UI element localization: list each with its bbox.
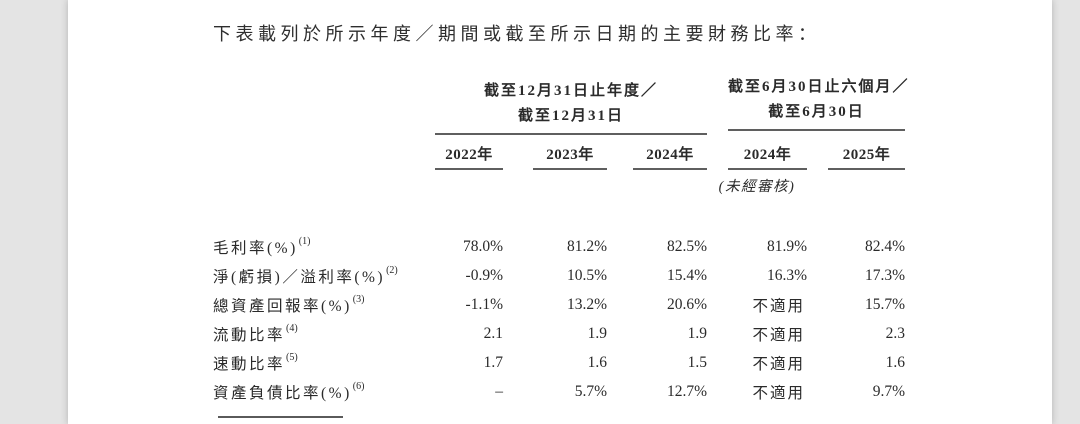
year-header-2024: 2024年: [607, 135, 707, 170]
financial-ratios-table: 截至12月31日止年度／ 截至12月31日 截至6月30日止六個月／ 截至6月3…: [213, 75, 910, 406]
footnote-marker: (4): [286, 323, 298, 334]
cell-value: 78.0%: [462, 237, 503, 255]
row-label-gearing-ratio: 資產負債比率(%) (6): [213, 381, 365, 402]
column-group-interim-inner: 截至6月30日止六個月／ 截至6月30日: [728, 75, 910, 131]
cell-value: 16.3%: [766, 266, 807, 284]
year-header-2023: 2023年: [503, 135, 607, 170]
cell-value: 不適用: [752, 297, 805, 315]
cell-value: 5.7%: [574, 382, 607, 400]
cell-value: 15.4%: [666, 266, 707, 284]
cell-value: 82.5%: [666, 237, 707, 255]
column-group-interim-line1: 截至6月30日止六個月／: [728, 79, 910, 95]
cell-value: 9.7%: [872, 382, 905, 400]
cell-value: 1.6: [587, 353, 607, 371]
table-intro-text: 下表載列於所示年度／期間或截至所示日期的主要財務比率：: [213, 24, 821, 44]
cell-value: 10.5%: [566, 266, 607, 284]
footnote-separator-rule: [218, 416, 343, 418]
cell-value: 2.3: [885, 324, 905, 342]
cell-value: 81.2%: [566, 237, 607, 255]
column-group-interim: 截至6月30日止六個月／ 截至6月30日: [707, 75, 910, 135]
footnote-marker: (3): [352, 294, 365, 305]
footnote-marker: (6): [352, 381, 365, 392]
cell-value: 15.7%: [864, 295, 905, 313]
cell-value: 1.5: [687, 353, 707, 371]
cell-value: 13.2%: [566, 295, 607, 313]
row-label-current-ratio: 流動比率 (4): [213, 323, 298, 344]
cell-value: -0.9%: [465, 266, 503, 284]
footnote-marker: (2): [386, 265, 398, 276]
unaudited-note: (未經審核): [718, 179, 796, 195]
row-label-return-on-assets: 總資產回報率(%) (3): [213, 294, 365, 315]
cell-value: 1.9: [687, 324, 707, 342]
cell-value: –: [495, 382, 503, 400]
cell-value: -1.1%: [465, 295, 503, 313]
footnote-marker: (1): [298, 236, 311, 247]
cell-value: 17.3%: [864, 266, 905, 284]
column-group-annual-line1: 截至12月31日止年度／: [483, 83, 658, 99]
row-label-net-margin: 淨(虧損)／溢利率(%) (2): [213, 265, 398, 286]
cell-value: 12.7%: [666, 382, 707, 400]
row-label-quick-ratio: 速動比率 (5): [213, 352, 298, 373]
cell-value: 不適用: [752, 326, 805, 344]
cell-value: 20.6%: [666, 295, 707, 313]
cell-value: 不適用: [752, 384, 805, 402]
cell-value: 1.9: [587, 324, 607, 342]
year-header-2025-interim: 2025年: [807, 135, 905, 170]
column-group-interim-line2: 截至6月30日: [768, 104, 865, 120]
row-label-gross-margin: 毛利率(%) (1): [213, 236, 311, 257]
column-group-annual-line2: 截至12月31日: [517, 108, 624, 124]
document-page: 下表載列於所示年度／期間或截至所示日期的主要財務比率： 截至12月31日止年度／…: [68, 0, 1052, 424]
cell-value: 81.9%: [766, 237, 807, 255]
year-header-2022: 2022年: [435, 135, 503, 170]
footnote-marker: (5): [286, 352, 298, 363]
year-header-2024-interim: 2024年: [707, 135, 807, 170]
cell-value: 1.6: [885, 353, 905, 371]
cell-value: 1.7: [483, 353, 503, 371]
cell-value: 82.4%: [864, 237, 905, 255]
cell-value: 不適用: [752, 355, 805, 373]
column-group-annual: 截至12月31日止年度／ 截至12月31日: [435, 78, 707, 135]
cell-value: 2.1: [483, 324, 503, 342]
